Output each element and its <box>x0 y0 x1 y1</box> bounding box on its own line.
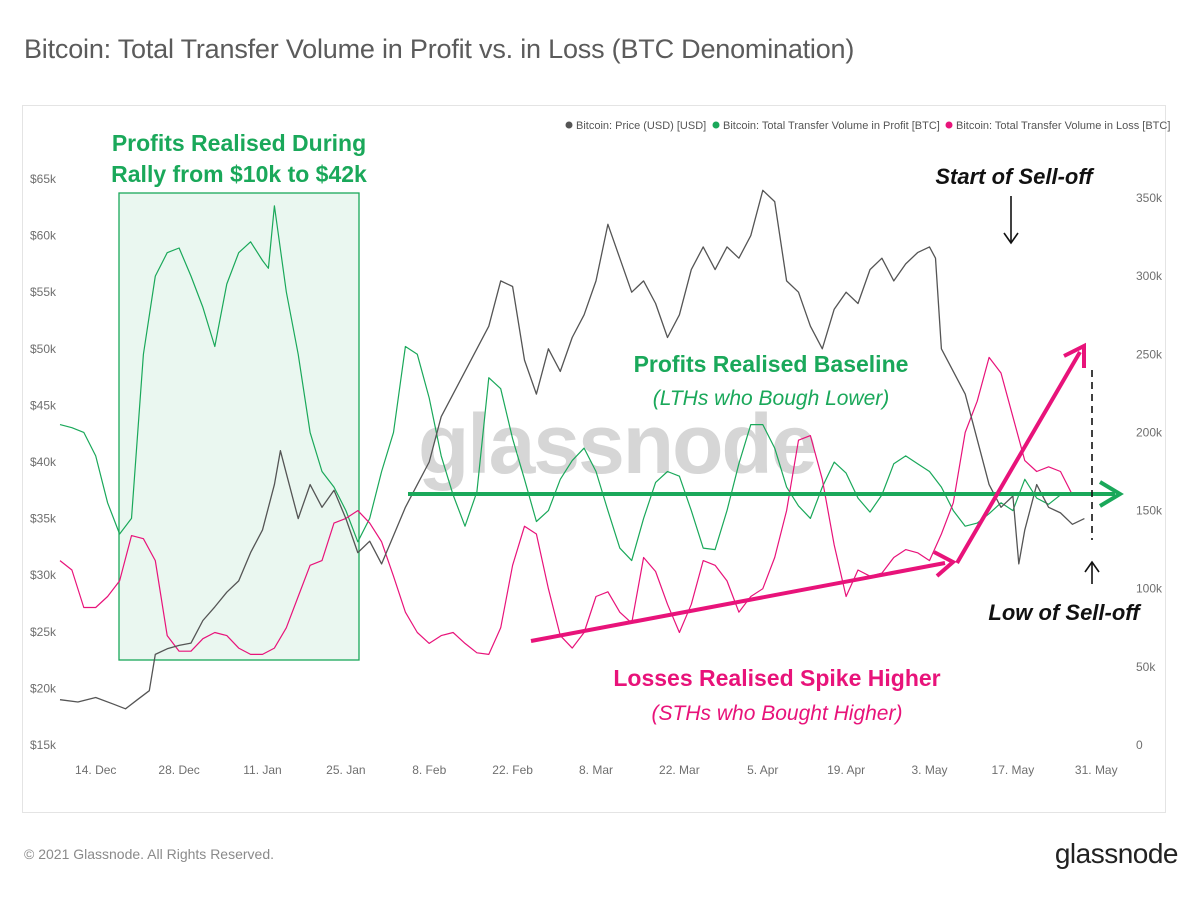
annotation-start-selloff: Start of Sell-off <box>935 164 1095 189</box>
annotation-losses-sub: (STHs who Bought Higher) <box>652 702 903 725</box>
annotation-baseline-title: Profits Realised Baseline <box>634 351 909 377</box>
x-tick-label: 14. Dec <box>75 763 116 777</box>
y-right-tick-label: 100k <box>1136 582 1163 596</box>
y-right-tick-label: 200k <box>1136 425 1163 439</box>
legend-loss-label: Bitcoin: Total Transfer Volume in Loss [… <box>956 120 1170 132</box>
legend-loss-dot <box>945 121 953 129</box>
y-left-tick-label: $40k <box>30 455 57 469</box>
x-tick-label: 8. Mar <box>579 763 613 777</box>
y-left-tick-label: $15k <box>30 738 57 752</box>
x-tick-label: 17. May <box>992 763 1035 777</box>
losses-arrow-head-2 <box>1063 342 1086 368</box>
y-left-tick-label: $50k <box>30 342 57 356</box>
annotation-low-selloff: Low of Sell-off <box>988 600 1142 625</box>
x-tick-label: 31. May <box>1075 763 1118 777</box>
y-left-tick-label: $45k <box>30 398 57 412</box>
y-right-tick-label: 350k <box>1136 191 1163 205</box>
annotation-losses-title: Losses Realised Spike Higher <box>613 665 940 691</box>
y-right-tick-label: 250k <box>1136 347 1163 361</box>
y-right-tick-label: 50k <box>1136 660 1156 674</box>
x-tick-label: 5. Apr <box>747 763 778 777</box>
y-left-tick-label: $25k <box>30 625 57 639</box>
legend: Bitcoin: Price (USD) [USD] Bitcoin: Tota… <box>565 120 1170 132</box>
y-axis-left: $15k $20k $25k $30k $35k $40k $45k $50k $55k $60k… <box>30 172 57 752</box>
x-axis: 14. Dec 28. Dec 11. Jan 25. Jan 8. Feb 22. Fe… <box>75 763 1118 777</box>
y-left-tick-label: $20k <box>30 681 57 695</box>
annotation-profits-rally-line2: Rally from $10k to $42k <box>111 161 367 187</box>
losses-arrow <box>530 342 1086 643</box>
y-left-tick-label: $30k <box>30 568 57 582</box>
brand-logo: glassnode <box>1054 838 1179 869</box>
low-selloff-arrow <box>1084 560 1100 584</box>
y-axis-right: 0 50k 100k 150k 200k 250k 300k 350k <box>1136 191 1163 752</box>
y-right-tick-label: 300k <box>1136 269 1163 283</box>
annotation-profits-rally-line1: Profits Realised During <box>112 130 366 156</box>
annotation-baseline-sub: (LTHs who Bough Lower) <box>653 387 890 410</box>
page-title: Bitcoin: Total Transfer Volume in Profit… <box>24 34 855 64</box>
y-left-tick-label: $60k <box>30 229 57 243</box>
legend-profit-dot <box>712 121 720 129</box>
baseline-arrow-head <box>1098 480 1124 508</box>
copyright-text: © 2021 Glassnode. All Rights Reserved. <box>24 846 275 862</box>
start-selloff-arrow <box>1003 196 1019 245</box>
y-left-tick-label: $55k <box>30 285 57 299</box>
y-right-tick-label: 0 <box>1136 738 1143 752</box>
x-tick-label: 3. May <box>912 763 948 777</box>
rally-highlight-box <box>118 192 360 661</box>
x-tick-label: 25. Jan <box>326 763 365 777</box>
y-right-tick-label: 150k <box>1136 504 1163 518</box>
x-tick-label: 19. Apr <box>827 763 865 777</box>
y-left-tick-label: $65k <box>30 172 57 186</box>
start-selloff-arrow-head <box>1003 232 1019 245</box>
x-tick-label: 22. Feb <box>492 763 533 777</box>
watermark: glassnode <box>418 397 815 491</box>
chart-frame <box>22 105 1166 813</box>
price-series-line <box>59 189 1085 710</box>
x-tick-label: 22. Mar <box>659 763 700 777</box>
losses-arrow-line-1 <box>530 561 946 643</box>
x-tick-label: 8. Feb <box>412 763 446 777</box>
legend-price-label: Bitcoin: Price (USD) [USD] <box>576 120 706 132</box>
losses-arrow-line-2 <box>955 350 1082 565</box>
losses-arrow-head-1 <box>933 550 957 578</box>
legend-profit-label: Bitcoin: Total Transfer Volume in Profit… <box>723 120 940 132</box>
low-selloff-arrow-head <box>1084 560 1100 573</box>
y-left-tick-label: $35k <box>30 512 57 526</box>
legend-price-dot <box>565 121 573 129</box>
x-tick-label: 11. Jan <box>243 763 281 777</box>
loss-series-line <box>59 356 1073 655</box>
x-tick-label: 28. Dec <box>158 763 199 777</box>
